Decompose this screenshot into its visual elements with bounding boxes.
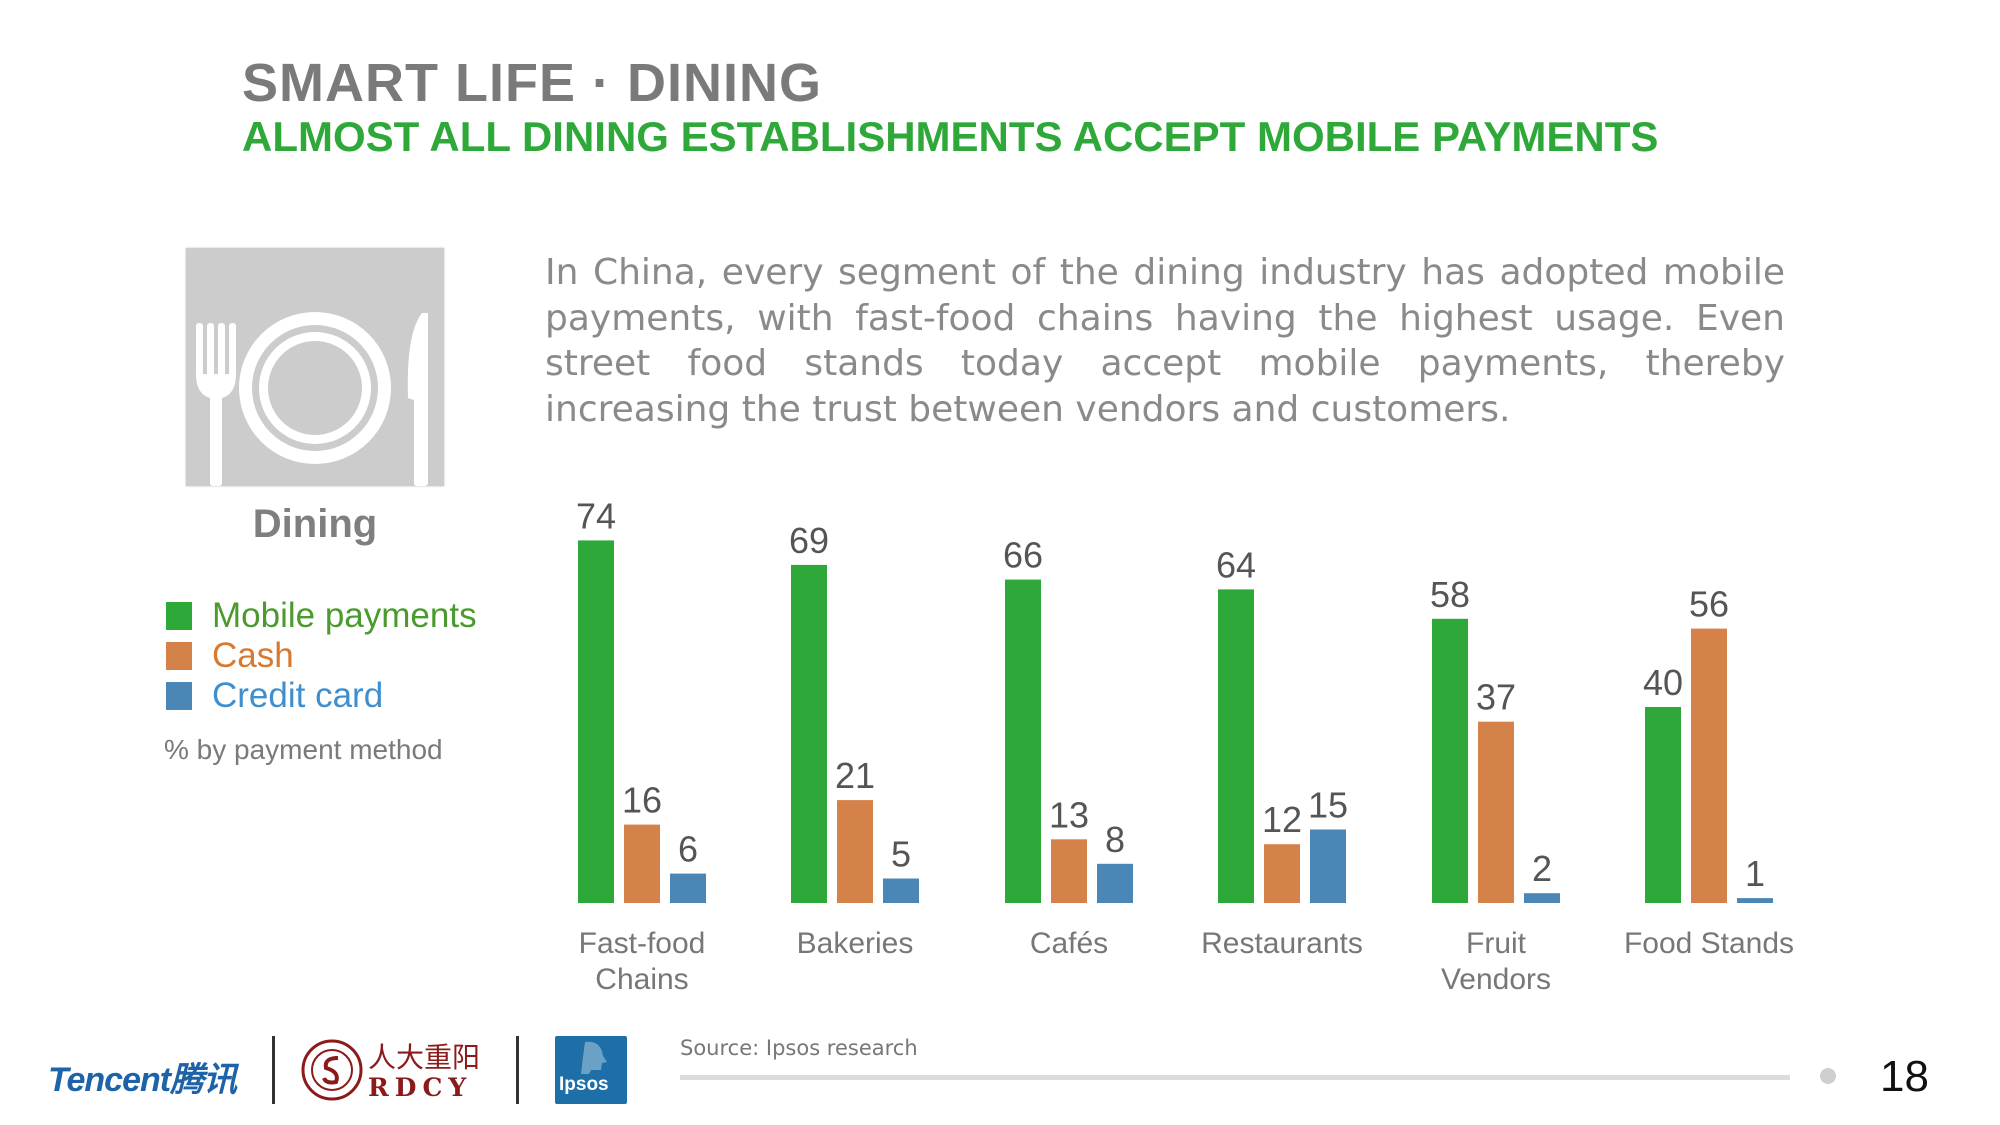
bar-mobile xyxy=(791,564,827,903)
bar-credit xyxy=(1737,898,1773,903)
intro-paragraph: In China, every segment of the dining in… xyxy=(545,252,1785,430)
bar-group: 58 37 2 Fruit Vendors xyxy=(1430,574,1560,996)
bar-group: 69 21 5 Bakeries xyxy=(789,520,919,960)
ipsos-logo: Ipsos xyxy=(555,1036,627,1104)
category-label: Fast-food Chains xyxy=(579,927,706,996)
data-label: 56 xyxy=(1689,584,1729,625)
bar-mobile xyxy=(1645,707,1681,903)
bar-cash xyxy=(1051,839,1087,903)
data-label: 16 xyxy=(622,780,662,821)
bar-mobile xyxy=(1005,579,1041,903)
data-label: 69 xyxy=(789,520,829,561)
category-label: Bakeries xyxy=(797,927,914,960)
bar-mobile xyxy=(578,540,614,903)
data-label: 5 xyxy=(891,834,911,875)
rdcy-logo: RDCY xyxy=(368,1073,473,1102)
data-label: 64 xyxy=(1216,544,1256,585)
bar-credit xyxy=(883,878,919,903)
legend-label-cash: Cash xyxy=(212,636,294,675)
category-label: Cafés xyxy=(1030,927,1108,960)
bar-credit xyxy=(670,873,706,903)
legend-item-mobile: Mobile payments xyxy=(166,596,477,636)
tencent-logo: Tencent腾讯 xyxy=(48,1061,237,1099)
data-label: 8 xyxy=(1105,819,1125,860)
icon-label: Dining xyxy=(252,502,378,546)
page-subtitle: ALMOST ALL DINING ESTABLISHMENTS ACCEPT … xyxy=(242,113,1659,160)
legend-label-credit: Credit card xyxy=(212,676,384,715)
page-title: SMART LIFE · DINING xyxy=(242,53,822,113)
unit-note: % by payment method xyxy=(164,734,443,765)
bar-credit xyxy=(1097,863,1133,903)
data-label: 21 xyxy=(835,755,875,796)
data-label: 13 xyxy=(1049,794,1089,835)
rdcy-chinese-logo: 人大重阳 xyxy=(368,1041,481,1074)
data-label: 40 xyxy=(1643,662,1683,703)
legend-swatch-mobile xyxy=(166,602,192,630)
legend-swatch-credit xyxy=(166,682,192,710)
data-label: 74 xyxy=(576,495,616,536)
category-label: Restaurants xyxy=(1201,927,1363,960)
legend-item-credit: Credit card xyxy=(166,676,477,716)
bar-cash xyxy=(624,824,660,903)
bar-cash xyxy=(1691,628,1727,903)
data-label: 12 xyxy=(1262,799,1302,840)
logo-divider xyxy=(272,1036,275,1104)
category-label: Food Stands xyxy=(1624,927,1794,960)
data-label: 2 xyxy=(1532,848,1552,889)
data-label: 58 xyxy=(1430,574,1470,615)
category-label: Fruit Vendors xyxy=(1441,927,1551,996)
page-number: 18 xyxy=(1880,1052,1929,1101)
ipsos-logo-text: Ipsos xyxy=(559,1074,609,1095)
legend-item-cash: Cash xyxy=(166,636,477,676)
logo-divider xyxy=(516,1036,519,1104)
data-label: 15 xyxy=(1308,785,1348,826)
dining-icon-tile xyxy=(186,248,444,486)
source-divider xyxy=(680,1075,1790,1080)
fork-plate-knife-icon xyxy=(196,312,428,486)
chart-legend: Mobile payments Cash Credit card xyxy=(166,596,477,716)
ipsos-head-icon xyxy=(581,1041,607,1074)
legend-label-mobile: Mobile payments xyxy=(212,596,477,635)
bar-group: 74 16 6 Fast-food Chains xyxy=(576,495,706,996)
data-label: 66 xyxy=(1003,535,1043,576)
bar-cash xyxy=(837,800,873,903)
rdcy-seal-icon xyxy=(301,1039,363,1101)
bar-cash xyxy=(1264,844,1300,903)
bar-cash xyxy=(1478,721,1514,903)
data-label: 6 xyxy=(678,829,698,870)
legend-swatch-cash xyxy=(166,642,192,670)
bar-credit xyxy=(1310,829,1346,903)
bar-mobile xyxy=(1218,589,1254,903)
source-dot xyxy=(1820,1068,1836,1084)
data-label: 1 xyxy=(1745,853,1765,894)
bar-group: 64 12 15 Restaurants xyxy=(1201,544,1363,960)
bar-mobile xyxy=(1432,618,1468,903)
source-note: Source: Ipsos research xyxy=(680,1036,918,1060)
bar-credit xyxy=(1524,893,1560,903)
bar-group: 66 13 8 Cafés xyxy=(1003,535,1133,960)
data-label: 37 xyxy=(1476,677,1516,718)
